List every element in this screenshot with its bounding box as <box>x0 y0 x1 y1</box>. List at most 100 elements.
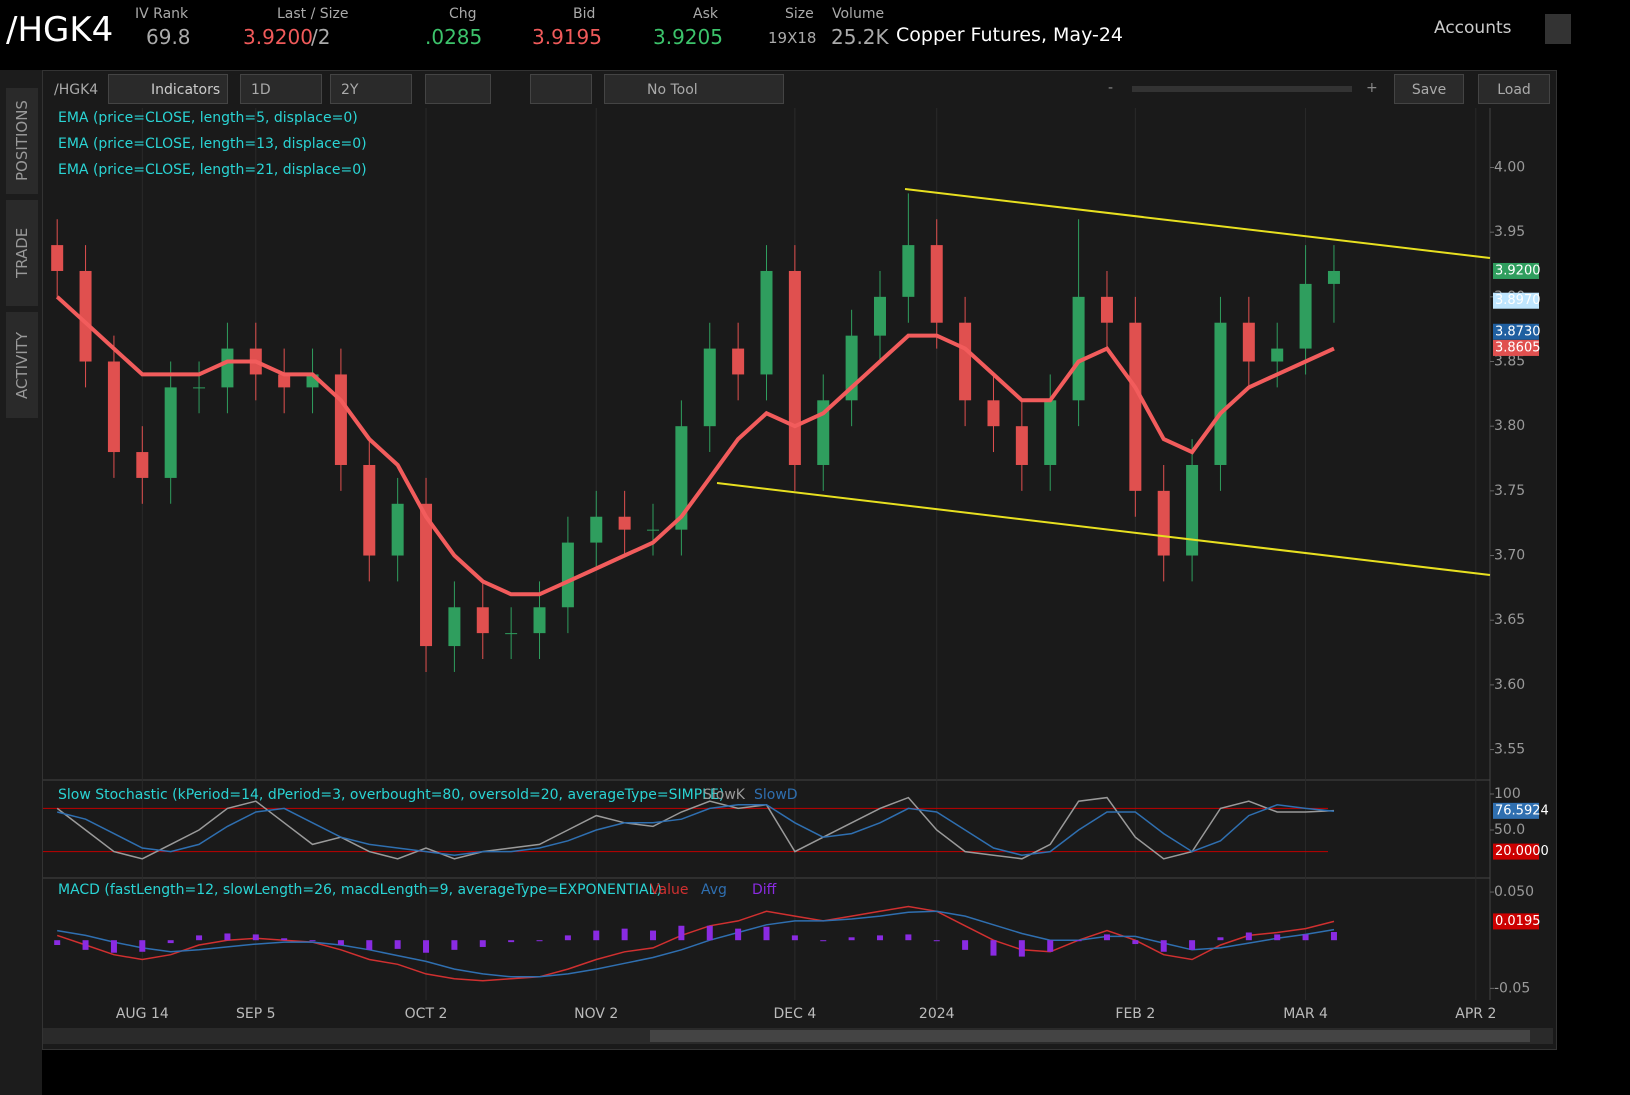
y-tick-label: 100 <box>1494 786 1521 802</box>
histogram-bar <box>1132 940 1139 945</box>
candle-body <box>675 426 688 530</box>
price-badge-label: 3.9200 <box>1495 263 1541 278</box>
candle-body <box>391 503 404 556</box>
x-tick-label: NOV 2 <box>574 1006 618 1022</box>
histogram-bar <box>1075 940 1082 942</box>
candle-body <box>79 270 92 362</box>
zoom-out[interactable]: - <box>1108 80 1114 96</box>
candle-body <box>51 245 64 271</box>
field-label: Size <box>785 6 814 22</box>
candle-body <box>618 516 631 530</box>
histogram-bar <box>1330 932 1337 941</box>
histogram-bar <box>706 925 713 941</box>
histogram-bar <box>394 940 401 949</box>
candle-body <box>1015 426 1028 465</box>
candle-body <box>788 270 801 465</box>
style-select[interactable] <box>425 74 491 104</box>
histogram-bar <box>423 940 430 953</box>
field-label: Last / Size <box>277 6 349 22</box>
symbol: /HGK4 <box>6 10 114 50</box>
candle-body <box>420 503 433 647</box>
histogram-bar <box>82 940 89 950</box>
histogram-bar <box>763 926 770 941</box>
candle-body <box>1214 322 1227 465</box>
y-tick-label: -0.05 <box>1494 980 1530 996</box>
accounts-menu[interactable]: Accounts <box>1434 18 1512 38</box>
price-badge <box>1493 339 1539 356</box>
histogram-bar <box>1302 934 1309 941</box>
y-tick-label: 50.0 <box>1494 822 1525 838</box>
series-line <box>56 796 1335 860</box>
histogram-bar <box>1018 940 1025 957</box>
period-select[interactable]: 1D <box>240 74 322 104</box>
collapse-button[interactable] <box>1545 14 1571 44</box>
y-tick-label: 3.75 <box>1494 483 1525 499</box>
candle-body <box>930 245 943 323</box>
zoom-slider[interactable] <box>1132 86 1352 92</box>
price-badge-label: 3.8605 <box>1495 340 1541 355</box>
y-tick-label: 3.70 <box>1494 548 1525 564</box>
histogram-bar <box>1274 934 1281 941</box>
field-value: .0285 <box>425 25 483 49</box>
candle-body <box>703 348 716 427</box>
field-value: 25.2K <box>831 25 889 49</box>
study-title: Slow Stochastic (kPeriod=14, dPeriod=3, … <box>58 787 724 803</box>
candle-body <box>1100 296 1113 323</box>
price-badge <box>1493 802 1539 819</box>
candle-body <box>164 387 177 478</box>
candle-body <box>1044 400 1057 465</box>
save-button[interactable]: Save <box>1394 74 1464 104</box>
x-tick-label: APR 2 <box>1455 1006 1496 1022</box>
y-tick-label: 0.050 <box>1494 884 1534 900</box>
y-tick-label: 3.85 <box>1494 354 1525 370</box>
candle-body <box>561 542 574 608</box>
histogram-bar <box>650 930 657 941</box>
toolbar-symbol: /HGK4 <box>54 82 99 98</box>
load-button[interactable]: Load <box>1478 74 1550 104</box>
histogram-bar <box>337 940 344 946</box>
candle-body <box>476 607 489 634</box>
candle-body <box>873 296 886 336</box>
drawing-select[interactable] <box>530 74 592 104</box>
price-badge <box>1493 323 1539 340</box>
histogram-bar <box>479 940 486 947</box>
legend-entry: SlowK <box>703 787 746 803</box>
candle-body <box>193 387 206 389</box>
price-badge-label: 3.8730 <box>1495 324 1541 339</box>
legend-entry: Diff <box>752 882 777 898</box>
histogram-bar <box>990 940 997 956</box>
legend-entry: SlowD <box>754 787 798 803</box>
legend-entry: Value <box>650 882 688 898</box>
x-tick-label: FEB 2 <box>1115 1006 1155 1022</box>
range-select[interactable]: 2Y <box>330 74 412 104</box>
study-label: EMA (price=CLOSE, length=13, displace=0) <box>58 136 367 152</box>
candle-body <box>107 361 120 453</box>
field-label: Ask <box>693 6 718 22</box>
price-badge-label: 76.5924 <box>1495 803 1549 818</box>
candle-body <box>760 270 773 375</box>
x-tick-label: AUG 14 <box>116 1006 169 1022</box>
histogram-bar <box>876 935 883 941</box>
histogram-bar <box>366 940 373 950</box>
scroll-thumb[interactable] <box>650 1030 1530 1042</box>
histogram-bar <box>252 934 259 941</box>
histogram-bar <box>593 930 600 941</box>
series-line <box>57 910 1335 978</box>
field-value: 3.9205 <box>653 25 723 49</box>
histogram-bar <box>451 940 458 950</box>
description: Copper Futures, May-24 <box>896 24 1124 46</box>
histogram-bar <box>678 925 685 941</box>
candle-body <box>221 348 234 388</box>
candle-body <box>1157 490 1170 556</box>
x-tick-label: SEP 5 <box>236 1006 276 1022</box>
candle-body <box>987 400 1000 427</box>
tool-select[interactable]: No Tool <box>604 74 784 104</box>
study-label: EMA (price=CLOSE, length=21, displace=0) <box>58 162 367 178</box>
y-tick-label: 3.80 <box>1494 418 1525 434</box>
zoom-in[interactable]: + <box>1366 80 1378 96</box>
candle-body <box>533 607 546 634</box>
price-badge-label: 3.8970 <box>1495 293 1541 308</box>
histogram-bar <box>564 935 571 941</box>
indicators-button[interactable]: Indicators <box>108 74 228 104</box>
